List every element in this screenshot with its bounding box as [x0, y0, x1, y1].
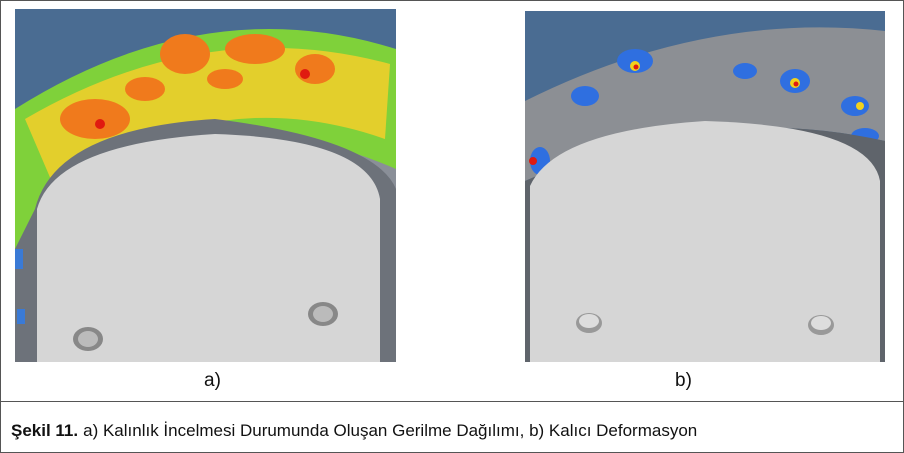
- separator: [1, 401, 903, 402]
- panel-a-image: [15, 9, 396, 362]
- caption: Şekil 11. a) Kalınlık İncelmesi Durumunda…: [11, 421, 697, 441]
- figure: a) b) Şekil 11. a) Kalınlık İncelmesi Dur…: [0, 0, 904, 453]
- caption-number: Şekil 11.: [11, 421, 78, 440]
- panel-label: a): [204, 370, 221, 392]
- caption-text: a) Kalınlık İncelmesi Durumunda Oluşan G…: [83, 421, 697, 440]
- panel-b-image: [525, 11, 885, 362]
- panel-label: b): [675, 370, 692, 392]
